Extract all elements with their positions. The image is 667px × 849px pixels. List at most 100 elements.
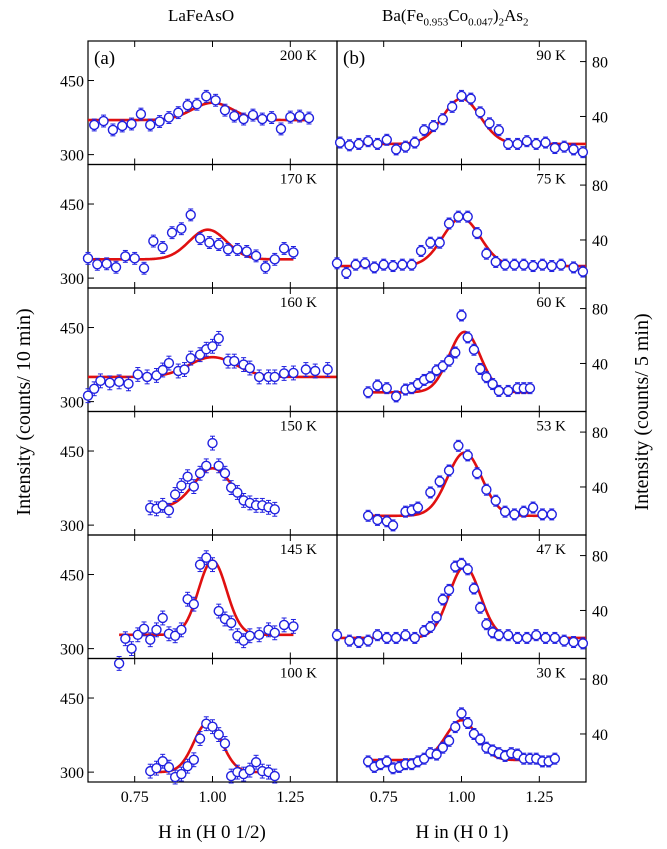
data-point bbox=[219, 738, 231, 749]
data-point bbox=[157, 756, 168, 767]
data-point bbox=[266, 112, 277, 123]
data-point bbox=[185, 352, 196, 364]
data-point bbox=[434, 237, 445, 248]
data-point bbox=[372, 629, 383, 641]
temperature-label: 150 K bbox=[280, 419, 317, 435]
data-point bbox=[577, 146, 589, 158]
data-point bbox=[462, 717, 473, 729]
data-point bbox=[453, 211, 464, 222]
data-point bbox=[257, 113, 268, 125]
data-point bbox=[232, 487, 243, 498]
data-point bbox=[502, 385, 514, 397]
data-point bbox=[101, 258, 112, 269]
data-point bbox=[188, 481, 200, 492]
data-point bbox=[397, 259, 408, 270]
data-point bbox=[241, 246, 252, 257]
data-point bbox=[568, 262, 579, 273]
fit-curve bbox=[119, 559, 294, 637]
data-point bbox=[518, 506, 529, 517]
data-point bbox=[253, 371, 265, 383]
data-point bbox=[157, 612, 168, 624]
data-point bbox=[499, 259, 511, 270]
data-point bbox=[437, 594, 449, 605]
data-point bbox=[278, 368, 290, 379]
data-point bbox=[145, 634, 156, 645]
data-point bbox=[207, 437, 218, 449]
data-point bbox=[490, 256, 501, 268]
data-point bbox=[123, 378, 134, 390]
data-point bbox=[381, 134, 392, 146]
data-point bbox=[353, 138, 364, 150]
data-point bbox=[163, 112, 175, 123]
y-tick-label: 300 bbox=[60, 765, 84, 782]
data-point bbox=[537, 259, 548, 270]
data-point bbox=[219, 104, 231, 116]
data-point bbox=[120, 251, 131, 262]
data-point bbox=[222, 244, 234, 255]
temperature-label: 160 K bbox=[280, 295, 317, 311]
data-point bbox=[201, 91, 212, 102]
data-point bbox=[527, 502, 539, 513]
data-point bbox=[166, 227, 178, 238]
data-point bbox=[98, 115, 109, 127]
temperature-label: 100 K bbox=[280, 666, 317, 682]
data-point bbox=[300, 364, 312, 375]
y-tick-label: 40 bbox=[592, 356, 608, 373]
data-point bbox=[540, 632, 551, 644]
data-point bbox=[132, 629, 144, 640]
data-point bbox=[269, 770, 280, 782]
data-point bbox=[269, 254, 280, 265]
data-point bbox=[372, 138, 383, 150]
y-tick-label: 300 bbox=[60, 518, 84, 535]
y-tick-label: 450 bbox=[60, 197, 84, 214]
data-point bbox=[434, 476, 445, 487]
data-point bbox=[474, 734, 486, 745]
data-point bbox=[269, 627, 280, 639]
panel-label-a: (a) bbox=[94, 48, 115, 69]
data-point bbox=[232, 244, 243, 255]
data-point bbox=[176, 768, 187, 780]
y-tick-label: 40 bbox=[592, 109, 608, 126]
fit-curve bbox=[88, 228, 294, 261]
data-point bbox=[194, 233, 206, 244]
data-point bbox=[443, 218, 455, 229]
data-point bbox=[207, 341, 218, 352]
data-point bbox=[151, 624, 162, 636]
x-tick-label: 0.75 bbox=[370, 789, 398, 806]
data-point bbox=[194, 733, 206, 744]
data-point bbox=[253, 629, 265, 640]
data-point bbox=[431, 612, 442, 623]
data-point bbox=[521, 135, 533, 147]
right-y-axis-title: Intensity (counts/ 5 min) bbox=[631, 313, 653, 510]
x-tick-label: 1.25 bbox=[525, 789, 553, 806]
data-point bbox=[450, 347, 461, 358]
data-point bbox=[188, 754, 200, 765]
data-point bbox=[378, 259, 389, 270]
data-point bbox=[173, 107, 184, 118]
data-point bbox=[428, 120, 439, 132]
data-point bbox=[527, 260, 539, 272]
data-point bbox=[462, 332, 473, 343]
left-column-title: LaFeAsO bbox=[168, 6, 235, 25]
data-point bbox=[278, 619, 290, 631]
data-point bbox=[275, 123, 287, 135]
data-point bbox=[132, 369, 144, 380]
temperature-label: 90 K bbox=[536, 48, 566, 64]
data-point bbox=[531, 629, 542, 641]
temperature-label: 75 K bbox=[536, 172, 566, 188]
data-point bbox=[390, 144, 402, 155]
data-point bbox=[549, 753, 561, 764]
data-point bbox=[437, 114, 449, 125]
data-point bbox=[247, 109, 259, 121]
panel-label-b: (b) bbox=[343, 48, 365, 69]
data-point bbox=[468, 344, 480, 355]
y-tick-label: 450 bbox=[60, 74, 84, 91]
data-point bbox=[278, 243, 290, 254]
data-point bbox=[487, 378, 498, 390]
data-point bbox=[288, 247, 299, 258]
data-point bbox=[350, 259, 361, 270]
data-point bbox=[456, 90, 467, 102]
data-point bbox=[471, 227, 483, 239]
data-point bbox=[555, 259, 567, 270]
